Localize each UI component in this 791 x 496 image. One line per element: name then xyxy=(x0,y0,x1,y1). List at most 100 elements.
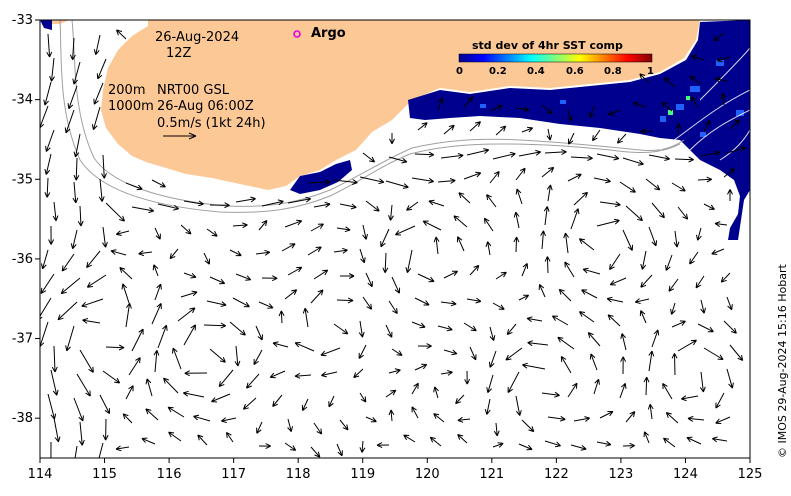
current-arrow xyxy=(643,376,650,396)
current-arrow xyxy=(663,77,676,88)
current-arrow xyxy=(40,273,55,294)
current-arrow xyxy=(359,392,367,403)
current-arrow xyxy=(670,302,676,315)
current-arrow xyxy=(313,201,331,208)
current-arrow xyxy=(540,230,546,250)
current-arrow xyxy=(406,201,419,211)
current-arrow xyxy=(102,226,108,248)
current-arrow xyxy=(272,394,283,407)
current-arrow xyxy=(458,192,471,204)
current-arrow xyxy=(128,357,141,376)
current-arrow xyxy=(235,196,256,203)
current-arrow xyxy=(73,397,84,422)
x-tick-label: 117 xyxy=(221,467,246,482)
current-arrow xyxy=(93,82,104,105)
colorbar xyxy=(458,53,653,63)
current-arrow xyxy=(686,436,702,445)
current-arrow xyxy=(209,202,230,209)
current-arrow xyxy=(358,344,367,359)
current-arrow xyxy=(182,390,205,398)
current-arrow xyxy=(466,148,490,156)
current-arrow xyxy=(65,325,75,352)
current-arrow xyxy=(339,419,349,431)
current-arrow xyxy=(258,443,271,450)
current-arrow xyxy=(141,437,156,445)
current-arrow xyxy=(622,157,644,166)
current-arrow xyxy=(302,307,309,328)
current-arrow xyxy=(674,156,694,163)
current-arrow xyxy=(119,267,133,280)
model-time-label: 26-Aug 06:00Z xyxy=(157,99,254,114)
current-arrow xyxy=(138,250,153,257)
current-arrow xyxy=(48,225,55,245)
current-arrow xyxy=(557,336,575,350)
current-arrow xyxy=(541,104,553,115)
current-arrow xyxy=(163,377,179,394)
current-arrow xyxy=(168,431,182,442)
current-arrow xyxy=(183,200,204,207)
current-arrow xyxy=(278,310,285,324)
current-arrow xyxy=(115,230,130,236)
current-arrow xyxy=(206,228,218,237)
current-arrow xyxy=(40,321,49,348)
current-arrow xyxy=(287,418,293,433)
current-arrow xyxy=(86,274,107,288)
current-arrow xyxy=(339,203,357,210)
current-arrow xyxy=(515,106,530,113)
colorbar-title: std dev of 4hr SST comp xyxy=(472,39,623,52)
current-arrow xyxy=(543,206,550,226)
current-arrow xyxy=(73,157,80,181)
current-arrow xyxy=(229,249,242,257)
current-arrow xyxy=(651,329,660,348)
current-arrow xyxy=(463,322,477,332)
current-arrow xyxy=(184,370,208,377)
current-arrow xyxy=(437,178,456,184)
colorbar-tick: 1 xyxy=(647,66,654,77)
current-arrow xyxy=(403,434,416,443)
current-arrow xyxy=(242,397,257,410)
current-arrow xyxy=(232,297,250,308)
current-arrow xyxy=(563,232,570,254)
current-arrow xyxy=(622,229,633,251)
current-arrow xyxy=(211,393,231,403)
current-arrow xyxy=(77,205,84,227)
current-arrow xyxy=(726,146,747,154)
current-arrow xyxy=(599,411,614,419)
current-arrow xyxy=(440,370,453,376)
current-arrow xyxy=(697,323,714,333)
current-arrow xyxy=(429,436,442,447)
current-arrow xyxy=(665,254,673,271)
current-arrow xyxy=(110,249,127,256)
current-arrow xyxy=(60,277,81,295)
current-arrow xyxy=(51,345,58,373)
current-arrow xyxy=(541,391,560,398)
current-arrow xyxy=(593,378,600,395)
current-arrow xyxy=(320,347,341,357)
sst-swaths xyxy=(40,20,750,240)
current-arrow xyxy=(40,297,52,320)
current-arrow xyxy=(82,318,101,324)
date-label: 26-Aug-2024 xyxy=(155,30,240,45)
current-arrow xyxy=(726,296,733,311)
current-arrow xyxy=(713,32,725,42)
current-arrow xyxy=(625,205,643,222)
current-arrow xyxy=(258,220,268,231)
current-arrow xyxy=(513,236,520,253)
current-arrow xyxy=(671,182,686,192)
current-arrow xyxy=(689,251,699,265)
current-arrow xyxy=(687,415,705,422)
argo-marker-icon xyxy=(293,30,301,38)
current-arrow xyxy=(592,129,601,142)
current-arrow xyxy=(596,218,620,227)
current-arrow xyxy=(505,347,523,361)
current-arrow xyxy=(307,246,322,256)
current-arrow xyxy=(457,416,471,423)
current-arrow xyxy=(232,222,248,229)
current-arrow xyxy=(521,126,534,133)
current-arrow xyxy=(388,156,408,164)
current-arrow xyxy=(69,37,76,61)
current-arrow xyxy=(43,81,52,106)
current-arrow xyxy=(560,355,572,374)
current-arrow xyxy=(466,297,482,304)
